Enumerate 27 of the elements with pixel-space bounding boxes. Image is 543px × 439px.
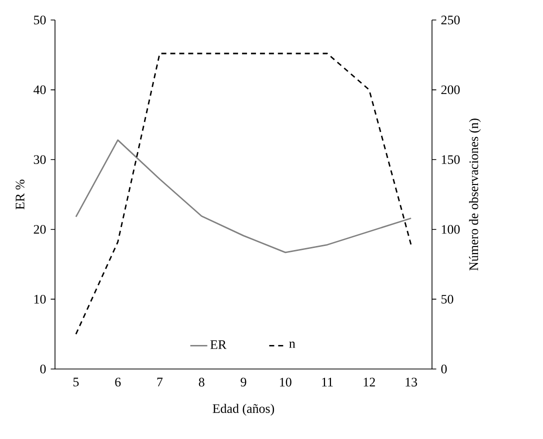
y-tick-label: 0 <box>40 364 46 374</box>
x-tick-label: 9 <box>240 378 246 386</box>
y2-axis-title: Número de observaciones (n) <box>469 118 481 271</box>
x-tick-label: 5 <box>73 378 79 386</box>
y-tick-label: 30 <box>34 155 46 164</box>
x-tick-label: 7 <box>157 378 163 386</box>
x-tick-label: 6 <box>115 378 121 386</box>
legend-label: ER <box>210 340 227 349</box>
y-axis-title: ER % <box>16 180 24 210</box>
y-tick-label: 40 <box>34 85 46 94</box>
y-tick-label: 20 <box>34 225 46 234</box>
x-tick-label: 12 <box>364 378 375 386</box>
y2-tick-label: 150 <box>442 155 460 164</box>
legend-label: n <box>289 342 296 348</box>
x-tick-label: 10 <box>280 378 292 387</box>
y2-tick-label: 0 <box>441 364 447 374</box>
x-tick-label: 8 <box>198 378 204 387</box>
y-tick-label: 50 <box>34 16 46 24</box>
x-tick-label: 13 <box>406 378 418 386</box>
y2-tick-label: 100 <box>442 225 460 234</box>
y-tick-label: 10 <box>34 294 46 304</box>
x-axis-title: Edad (años) <box>212 404 274 416</box>
line-series <box>75 139 412 254</box>
y2-tick-label: 250 <box>441 16 460 24</box>
x-tick-label: 11 <box>322 378 333 386</box>
y2-tick-label: 50 <box>442 294 454 304</box>
y2-tick-label: 200 <box>441 85 460 94</box>
